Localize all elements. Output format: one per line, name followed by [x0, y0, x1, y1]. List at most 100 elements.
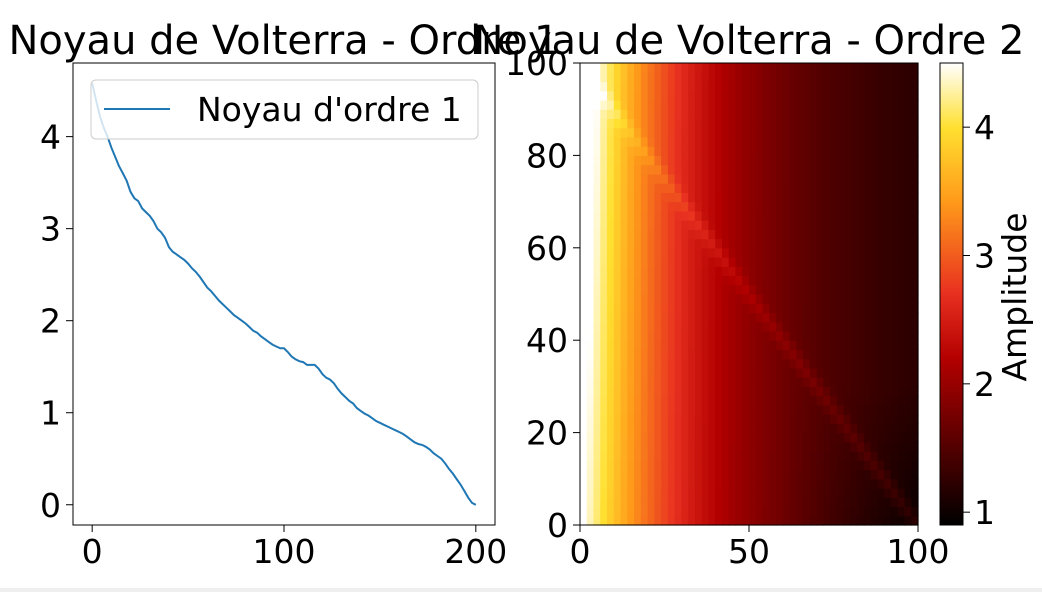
heatmap-cell: [735, 275, 743, 286]
heatmap-cell: [654, 478, 662, 489]
heatmap-cell: [640, 349, 649, 360]
heatmap-cell: [850, 358, 858, 369]
heatmap-cell: [600, 404, 608, 415]
colorbar-tick-label: 2: [974, 365, 995, 404]
heatmap-cell: [870, 404, 879, 415]
heatmap-cell: [870, 201, 879, 212]
heatmap-cell: [755, 90, 764, 101]
heatmap-cell: [580, 136, 588, 147]
heatmap-cell: [627, 321, 635, 332]
heatmap-cell: [830, 312, 838, 323]
heatmap-cell: [667, 192, 676, 203]
heatmap-cell: [580, 321, 588, 332]
heatmap-cell: [830, 367, 838, 378]
heatmap-cell: [620, 478, 628, 489]
heatmap-cell: [667, 395, 676, 406]
heatmap-cell: [803, 404, 811, 415]
heatmap-cell: [586, 220, 595, 230]
heatmap-cell: [661, 72, 669, 83]
y-tick-label: 0: [40, 486, 61, 525]
heatmap-cell: [884, 404, 892, 415]
heatmap-cell: [803, 192, 811, 203]
heatmap-cell: [647, 404, 655, 415]
heatmap-cell: [728, 515, 737, 526]
heatmap-cell: [870, 81, 879, 92]
heatmap-cell: [681, 99, 689, 110]
heatmap-cell: [823, 63, 831, 73]
heatmap-cell: [647, 460, 655, 471]
heatmap-cell: [850, 220, 858, 230]
heatmap-cell: [857, 330, 865, 341]
heatmap-cell: [661, 367, 669, 378]
heatmap-cell: [694, 497, 703, 508]
heatmap-cell: [762, 506, 770, 517]
heatmap-cell: [600, 312, 608, 323]
heatmap-cell: [809, 460, 818, 471]
heatmap-cell: [776, 164, 784, 175]
heatmap-cell: [830, 72, 838, 83]
heatmap-cell: [721, 247, 730, 258]
heatmap-cell: [735, 220, 743, 230]
heatmap-cell: [580, 90, 588, 101]
heatmap-cell: [708, 294, 716, 304]
heatmap-cell: [654, 294, 662, 304]
heatmap-cell: [870, 432, 879, 443]
heatmap-cell: [654, 155, 662, 166]
heatmap-cell: [640, 109, 649, 120]
heatmap-cell: [613, 395, 622, 406]
heatmap-cell: [884, 386, 892, 397]
heatmap-cell: [667, 284, 676, 295]
heatmap-cell: [580, 414, 588, 424]
plot-frame-left: [72, 62, 496, 526]
heatmap-cell: [782, 358, 791, 369]
heatmap-cell: [674, 72, 682, 83]
heatmap-cell: [796, 497, 804, 508]
heatmap-cell: [782, 247, 791, 258]
heatmap-cell: [694, 386, 703, 397]
heatmap-cell: [688, 127, 696, 138]
heatmap-cell: [674, 146, 682, 156]
heatmap-cell: [823, 432, 831, 443]
heatmap-cell: [836, 386, 845, 397]
heatmap-cell: [776, 81, 784, 92]
heatmap-cell: [890, 173, 899, 184]
heatmap-cell: [728, 72, 737, 83]
heatmap-cell: [904, 441, 912, 452]
heatmap-cell: [688, 367, 696, 378]
heatmap-cell: [904, 349, 912, 360]
heatmap-cell: [586, 478, 595, 489]
heatmap-cell: [782, 497, 791, 508]
heatmap-cell: [884, 395, 892, 406]
heatmap-cell: [715, 358, 723, 369]
heatmap-cell: [884, 109, 892, 120]
heatmap-cell: [688, 284, 696, 295]
heatmap-cell: [613, 173, 622, 184]
heatmap-cell: [681, 506, 689, 517]
heatmap-cell: [600, 330, 608, 341]
heatmap-cell: [843, 136, 851, 147]
heatmap-cell: [843, 460, 851, 471]
heatmap-cell: [708, 451, 716, 461]
heatmap-cell: [593, 63, 601, 73]
heatmap-cell: [884, 72, 892, 83]
heatmap-cell: [850, 469, 858, 480]
heatmap-cell: [701, 266, 710, 277]
heatmap-cell: [749, 192, 757, 203]
heatmap-cell: [667, 451, 676, 461]
heatmap-cell: [816, 478, 824, 489]
heatmap-cell: [580, 99, 588, 110]
heatmap-cell: [688, 404, 696, 415]
heatmap-cell: [708, 118, 716, 129]
heatmap-cell: [620, 404, 628, 415]
heatmap-cell: [884, 488, 892, 498]
heatmap-cell: [897, 506, 906, 517]
heatmap-cell: [681, 201, 689, 212]
heatmap-cell: [654, 173, 662, 184]
heatmap-cell: [796, 488, 804, 498]
heatmap-cell: [688, 229, 696, 240]
heatmap-cell: [694, 99, 703, 110]
heatmap-cell: [877, 469, 885, 480]
heatmap-cell: [627, 201, 635, 212]
heatmap-cell: [620, 257, 628, 267]
heatmap-cell: [735, 451, 743, 461]
